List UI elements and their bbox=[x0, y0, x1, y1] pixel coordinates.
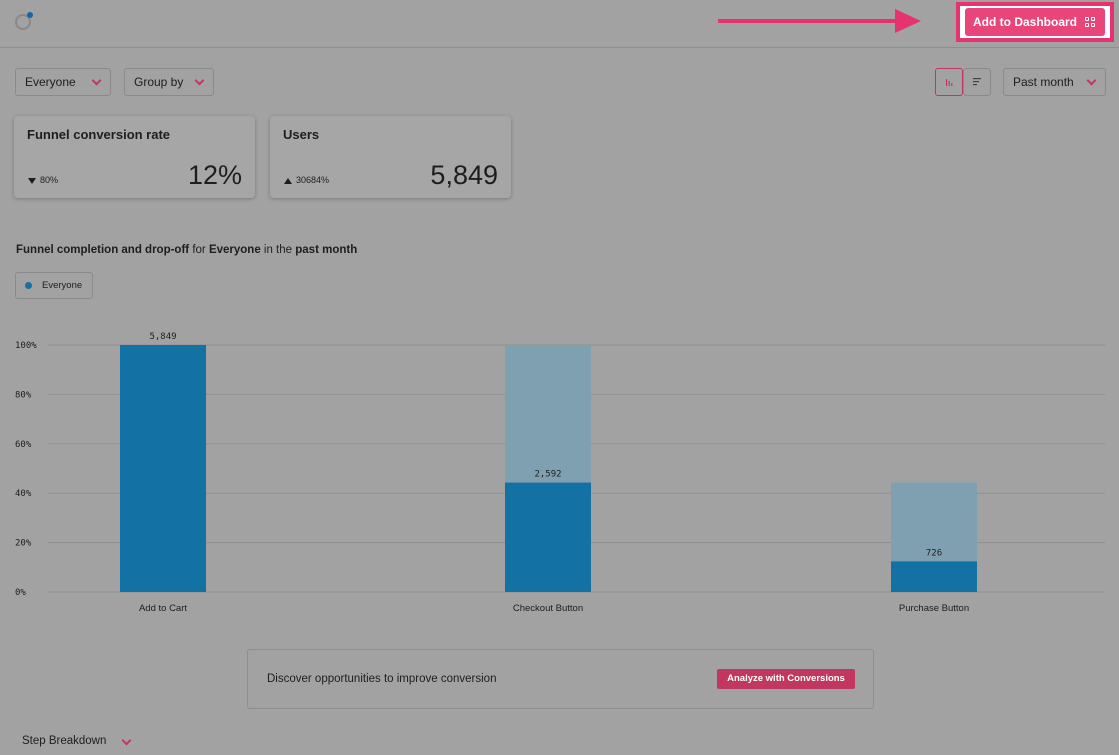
group-by-label: Group by bbox=[134, 75, 184, 89]
card-delta: 80% bbox=[28, 175, 58, 185]
chevron-down-icon[interactable] bbox=[121, 735, 132, 746]
arrow-down-icon bbox=[28, 177, 36, 184]
chevron-down-icon bbox=[194, 75, 205, 86]
dropoff-bar bbox=[505, 345, 591, 483]
chart-heading-part: Everyone bbox=[208, 244, 261, 256]
grid-icon bbox=[1085, 17, 1095, 27]
card-delta: 30684% bbox=[284, 175, 329, 185]
discover-text: Discover opportunities to improve conver… bbox=[267, 673, 497, 685]
dropoff-bar bbox=[891, 482, 977, 562]
conversion-bar bbox=[891, 561, 977, 592]
arrow-up-icon bbox=[284, 177, 292, 184]
time-range-dropdown[interactable]: Past month bbox=[1003, 68, 1106, 96]
card-value: 5,849 bbox=[430, 160, 498, 190]
y-tick-label: 60% bbox=[15, 440, 32, 450]
legend-label: Everyone bbox=[42, 280, 83, 291]
chart-heading-part: past month bbox=[295, 244, 358, 256]
card-delta-value: 30684% bbox=[296, 175, 330, 185]
card-value: 12% bbox=[187, 160, 242, 190]
annotation-arrow-head bbox=[895, 9, 921, 33]
card-title: Funnel conversion rate bbox=[27, 127, 171, 142]
chart-heading-part: in the bbox=[260, 244, 296, 256]
add-to-dashboard-button[interactable]: Add to Dashboard bbox=[965, 8, 1105, 36]
x-category-label: Purchase Button bbox=[899, 603, 969, 614]
x-category-label: Add to Cart bbox=[139, 603, 187, 614]
legend-everyone[interactable]: Everyone bbox=[15, 272, 93, 299]
funnel-chart: 0% 20% 40% 60% 80% 100% 5,849 Add to Cart 2,592… bbox=[15, 332, 1105, 614]
users-card: Users 30684% 5,849 bbox=[270, 116, 511, 198]
bar-value-label: 2,592 bbox=[534, 470, 561, 480]
chevron-down-icon bbox=[91, 75, 102, 86]
list-icon bbox=[973, 78, 981, 86]
discover-panel: Discover opportunities to improve conver… bbox=[247, 649, 874, 709]
add-to-dashboard-label: Add to Dashboard bbox=[973, 15, 1077, 29]
conversion-bar bbox=[505, 482, 591, 592]
annotation-arrow bbox=[718, 19, 898, 23]
group-by-dropdown[interactable]: Group by bbox=[124, 68, 214, 96]
step-breakdown-toggle[interactable]: Step Breakdown bbox=[22, 735, 107, 747]
y-tick-label: 0% bbox=[15, 588, 26, 598]
time-range-label: Past month bbox=[1013, 75, 1074, 89]
chevron-down-icon bbox=[1086, 75, 1097, 86]
bar-value-label: 5,849 bbox=[149, 332, 176, 342]
analyze-with-conversions-button[interactable]: Analyze with Conversions bbox=[717, 669, 855, 689]
segment-dropdown[interactable]: Everyone bbox=[15, 68, 111, 96]
conversion-rate-card: Funnel conversion rate 80% 12% bbox=[14, 116, 255, 198]
card-delta-value: 80% bbox=[40, 175, 59, 185]
y-tick-label: 100% bbox=[15, 341, 37, 351]
chart-heading: Funnel completion and drop-off for Every… bbox=[16, 244, 357, 256]
top-bar bbox=[0, 0, 1119, 48]
chart-heading-part: for bbox=[189, 244, 209, 256]
y-tick-label: 40% bbox=[15, 489, 32, 499]
list-view-button[interactable] bbox=[963, 68, 991, 96]
logo-icon bbox=[15, 12, 33, 30]
x-category-label: Checkout Button bbox=[513, 603, 583, 614]
conversion-bar bbox=[120, 345, 206, 592]
y-tick-label: 20% bbox=[15, 539, 32, 549]
bar-chart-view-button[interactable] bbox=[935, 68, 963, 96]
segment-dropdown-label: Everyone bbox=[25, 75, 76, 89]
y-tick-label: 80% bbox=[15, 390, 32, 400]
chart-heading-part: Funnel completion and drop-off bbox=[16, 244, 190, 256]
legend-dot-icon bbox=[25, 282, 32, 289]
bar-value-label: 726 bbox=[926, 548, 942, 558]
card-title: Users bbox=[283, 127, 320, 142]
bar-chart-icon bbox=[946, 79, 953, 86]
